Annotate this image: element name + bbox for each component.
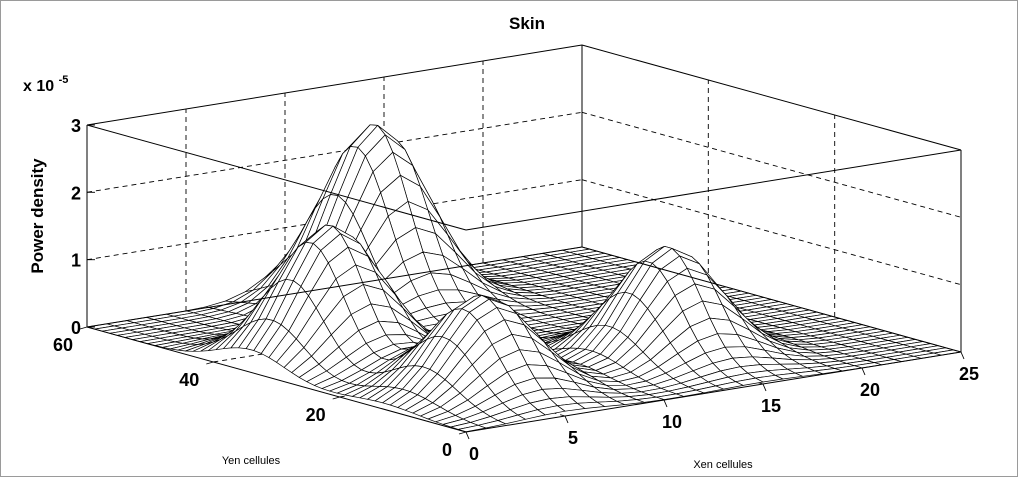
tick-mark (960, 351, 965, 360)
y-axis-line (86, 326, 467, 433)
tick-mark (564, 415, 569, 424)
x-tick-label: 0 (469, 444, 479, 464)
grid-line (86, 179, 583, 261)
tick-mark (861, 367, 866, 376)
x-tick-labels: 0 5 10 15 20 25 (469, 364, 979, 464)
tick-mark (458, 431, 467, 435)
chart-title: Skin (509, 14, 545, 33)
x-tick-label: 25 (959, 364, 979, 384)
z-multiplier-base: x 10 (23, 78, 54, 95)
back-wall-edge (581, 246, 962, 353)
y-tick-label: 0 (442, 440, 452, 460)
tick-mark (206, 361, 214, 365)
x-tick-label: 20 (860, 380, 880, 400)
axes (79, 44, 965, 440)
back-wall-edge (86, 124, 467, 231)
tick-mark (465, 431, 470, 440)
z-multiplier-exponent: -5 (59, 74, 69, 86)
tick-mark (79, 326, 88, 330)
y-tick-label: 40 (179, 370, 199, 390)
tick-mark (332, 396, 340, 400)
z-tick-label: 0 (71, 318, 81, 338)
x-tick-label: 5 (568, 428, 578, 448)
x-tick-label: 15 (761, 396, 781, 416)
z-tick-labels: 0 1 2 3 (71, 116, 81, 338)
back-wall-edge (86, 44, 583, 126)
z-tick-label: 2 (71, 183, 81, 203)
back-wall-edge (581, 44, 962, 151)
grid-line (86, 111, 583, 193)
z-axis-label: Power density (28, 158, 47, 274)
y-tick-labels: 0 20 40 60 (53, 335, 452, 460)
grid-line (581, 111, 962, 218)
grid-line (581, 179, 962, 286)
tick-mark (762, 383, 767, 392)
x-axis-line (465, 351, 962, 433)
x-axis-label: Xen cellules (693, 459, 753, 471)
y-axis-label: Yen cellules (222, 455, 281, 467)
y-tick-label: 60 (53, 335, 73, 355)
x-tick-label: 10 (662, 412, 682, 432)
y-tick-label: 20 (306, 405, 326, 425)
z-axis-multiplier: x 10 -5 (23, 74, 68, 95)
back-wall-edge (465, 149, 962, 231)
z-tick-label: 1 (71, 251, 81, 271)
tick-mark (663, 399, 668, 408)
z-tick-label: 3 (71, 116, 81, 136)
back-wall-edge (86, 246, 583, 328)
